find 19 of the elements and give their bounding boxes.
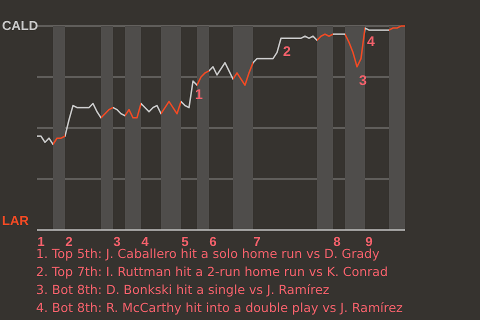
text: LAR <box>2 213 29 228</box>
annotation: 3 <box>359 72 367 88</box>
annotation: CALD <box>2 18 38 33</box>
x-tick-label: 5 <box>181 234 189 249</box>
x-tick-label: 6 <box>209 234 217 249</box>
x-tick-label: 9 <box>365 234 373 249</box>
x-tick-label: 7 <box>253 234 261 249</box>
annotation: 2 <box>283 43 291 60</box>
x-tick-label: 4 <box>141 234 150 249</box>
text: 2. Top 7th: I. Ruttman hit a 2-run home run vs K. Conrad <box>36 263 389 281</box>
text: 1. Top 5th: J. Caballero hit a solo home run vs D. Grady <box>36 246 380 263</box>
x-tick-label: 2 <box>65 234 73 249</box>
x-tick-label: 3 <box>113 234 121 249</box>
x-tick-label: 8 <box>333 234 341 249</box>
text: 3. Bot 8th: D. Bonkski hit a single vs J. Ramírez <box>36 281 330 299</box>
x-tick-label: 1 <box>37 234 45 249</box>
text: 4. Bot 8th: R. McCarthy hit into a double play vs J. Ramírez <box>36 299 403 317</box>
annotation: 1 <box>195 86 203 102</box>
annotation: 4 <box>367 33 375 50</box>
